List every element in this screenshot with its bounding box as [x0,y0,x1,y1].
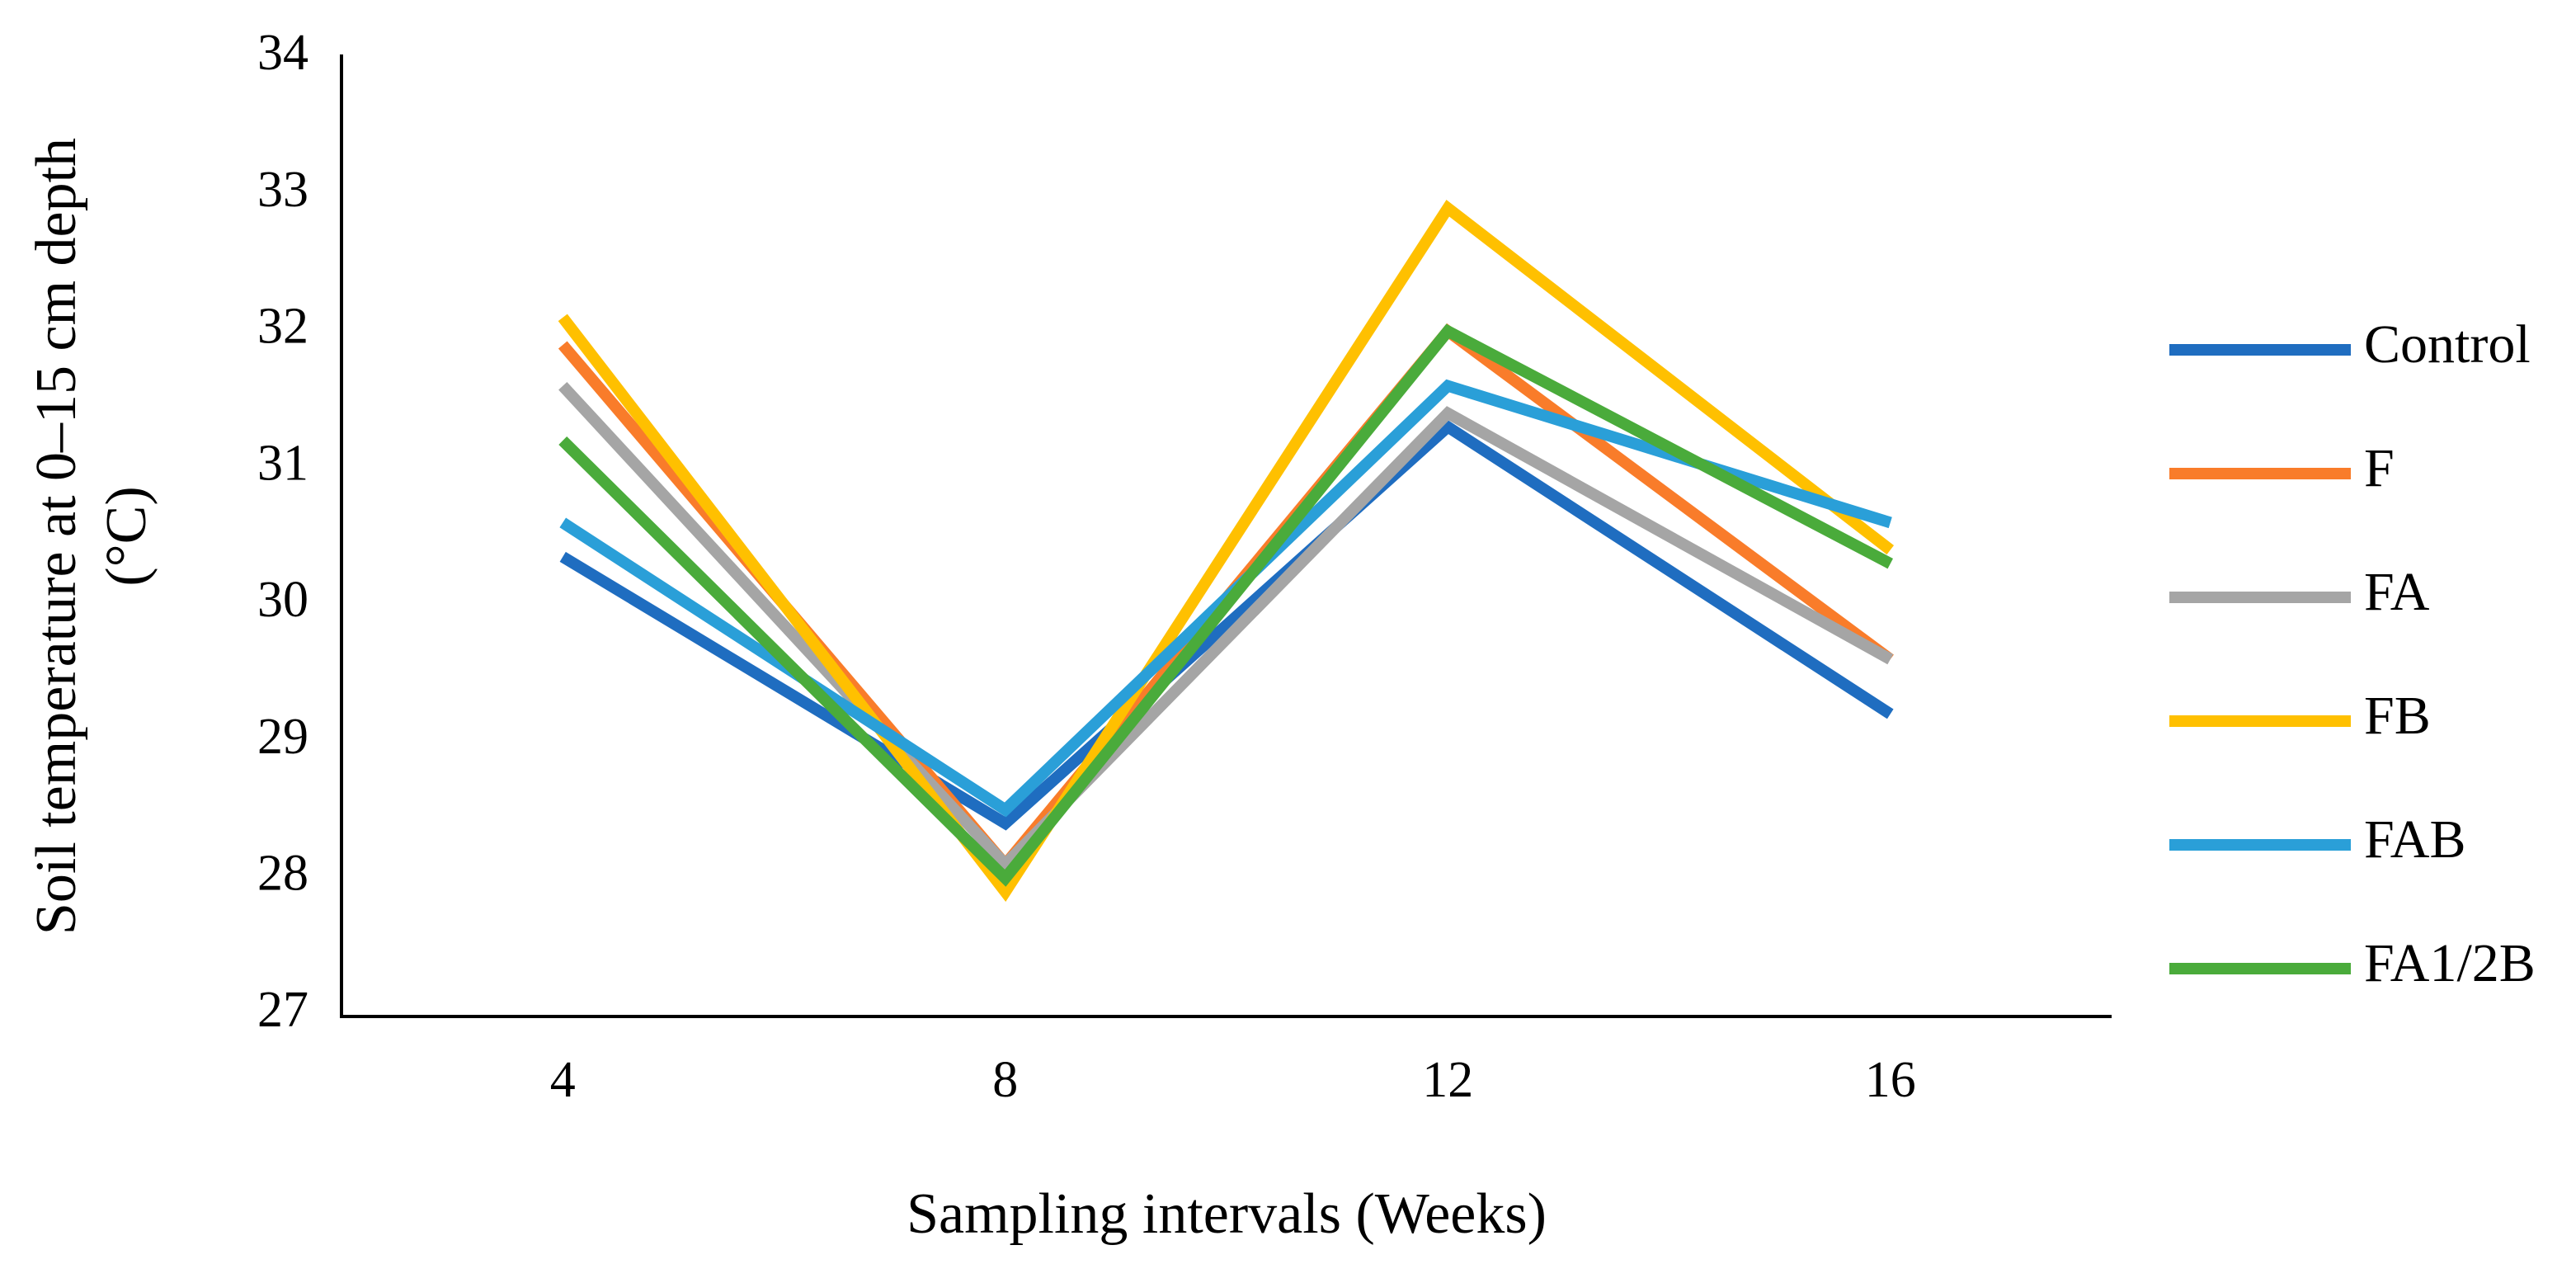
y-tick-label: 34 [257,25,308,81]
y-axis-title: Soil temperature at 0–15 cm depth (°C) [25,138,158,935]
legend-label: F [2364,438,2395,498]
series-line [558,200,1895,902]
series-line [558,323,1894,887]
x-tick-label: 4 [550,1052,576,1108]
y-tick-label: 27 [257,982,308,1038]
legend-label: FAB [2364,809,2466,870]
legend-label: Control [2364,314,2531,375]
legend-label: FA1/2B [2364,933,2536,993]
y-tick-label: 32 [257,299,308,355]
y-tick-label: 29 [257,709,308,765]
y-axis-title-line: (°C) [95,486,158,586]
series-line [558,381,1894,873]
series-line [559,419,1894,831]
y-axis-title-line: Soil temperature at 0–15 cm depth [25,138,88,935]
y-tick-label: 30 [257,572,308,628]
y-tick-label: 33 [257,162,308,218]
x-tick-label: 16 [1865,1052,1916,1108]
y-tick-label: 28 [257,846,308,902]
x-tick-label: 12 [1422,1052,1473,1108]
legend-label: FA [2364,562,2430,622]
y-tick-label: 31 [257,435,308,491]
x-axis-title: Sampling intervals (Weeks) [907,1182,1547,1246]
x-tick-label: 8 [992,1052,1018,1108]
legend-label: FB [2364,686,2431,746]
